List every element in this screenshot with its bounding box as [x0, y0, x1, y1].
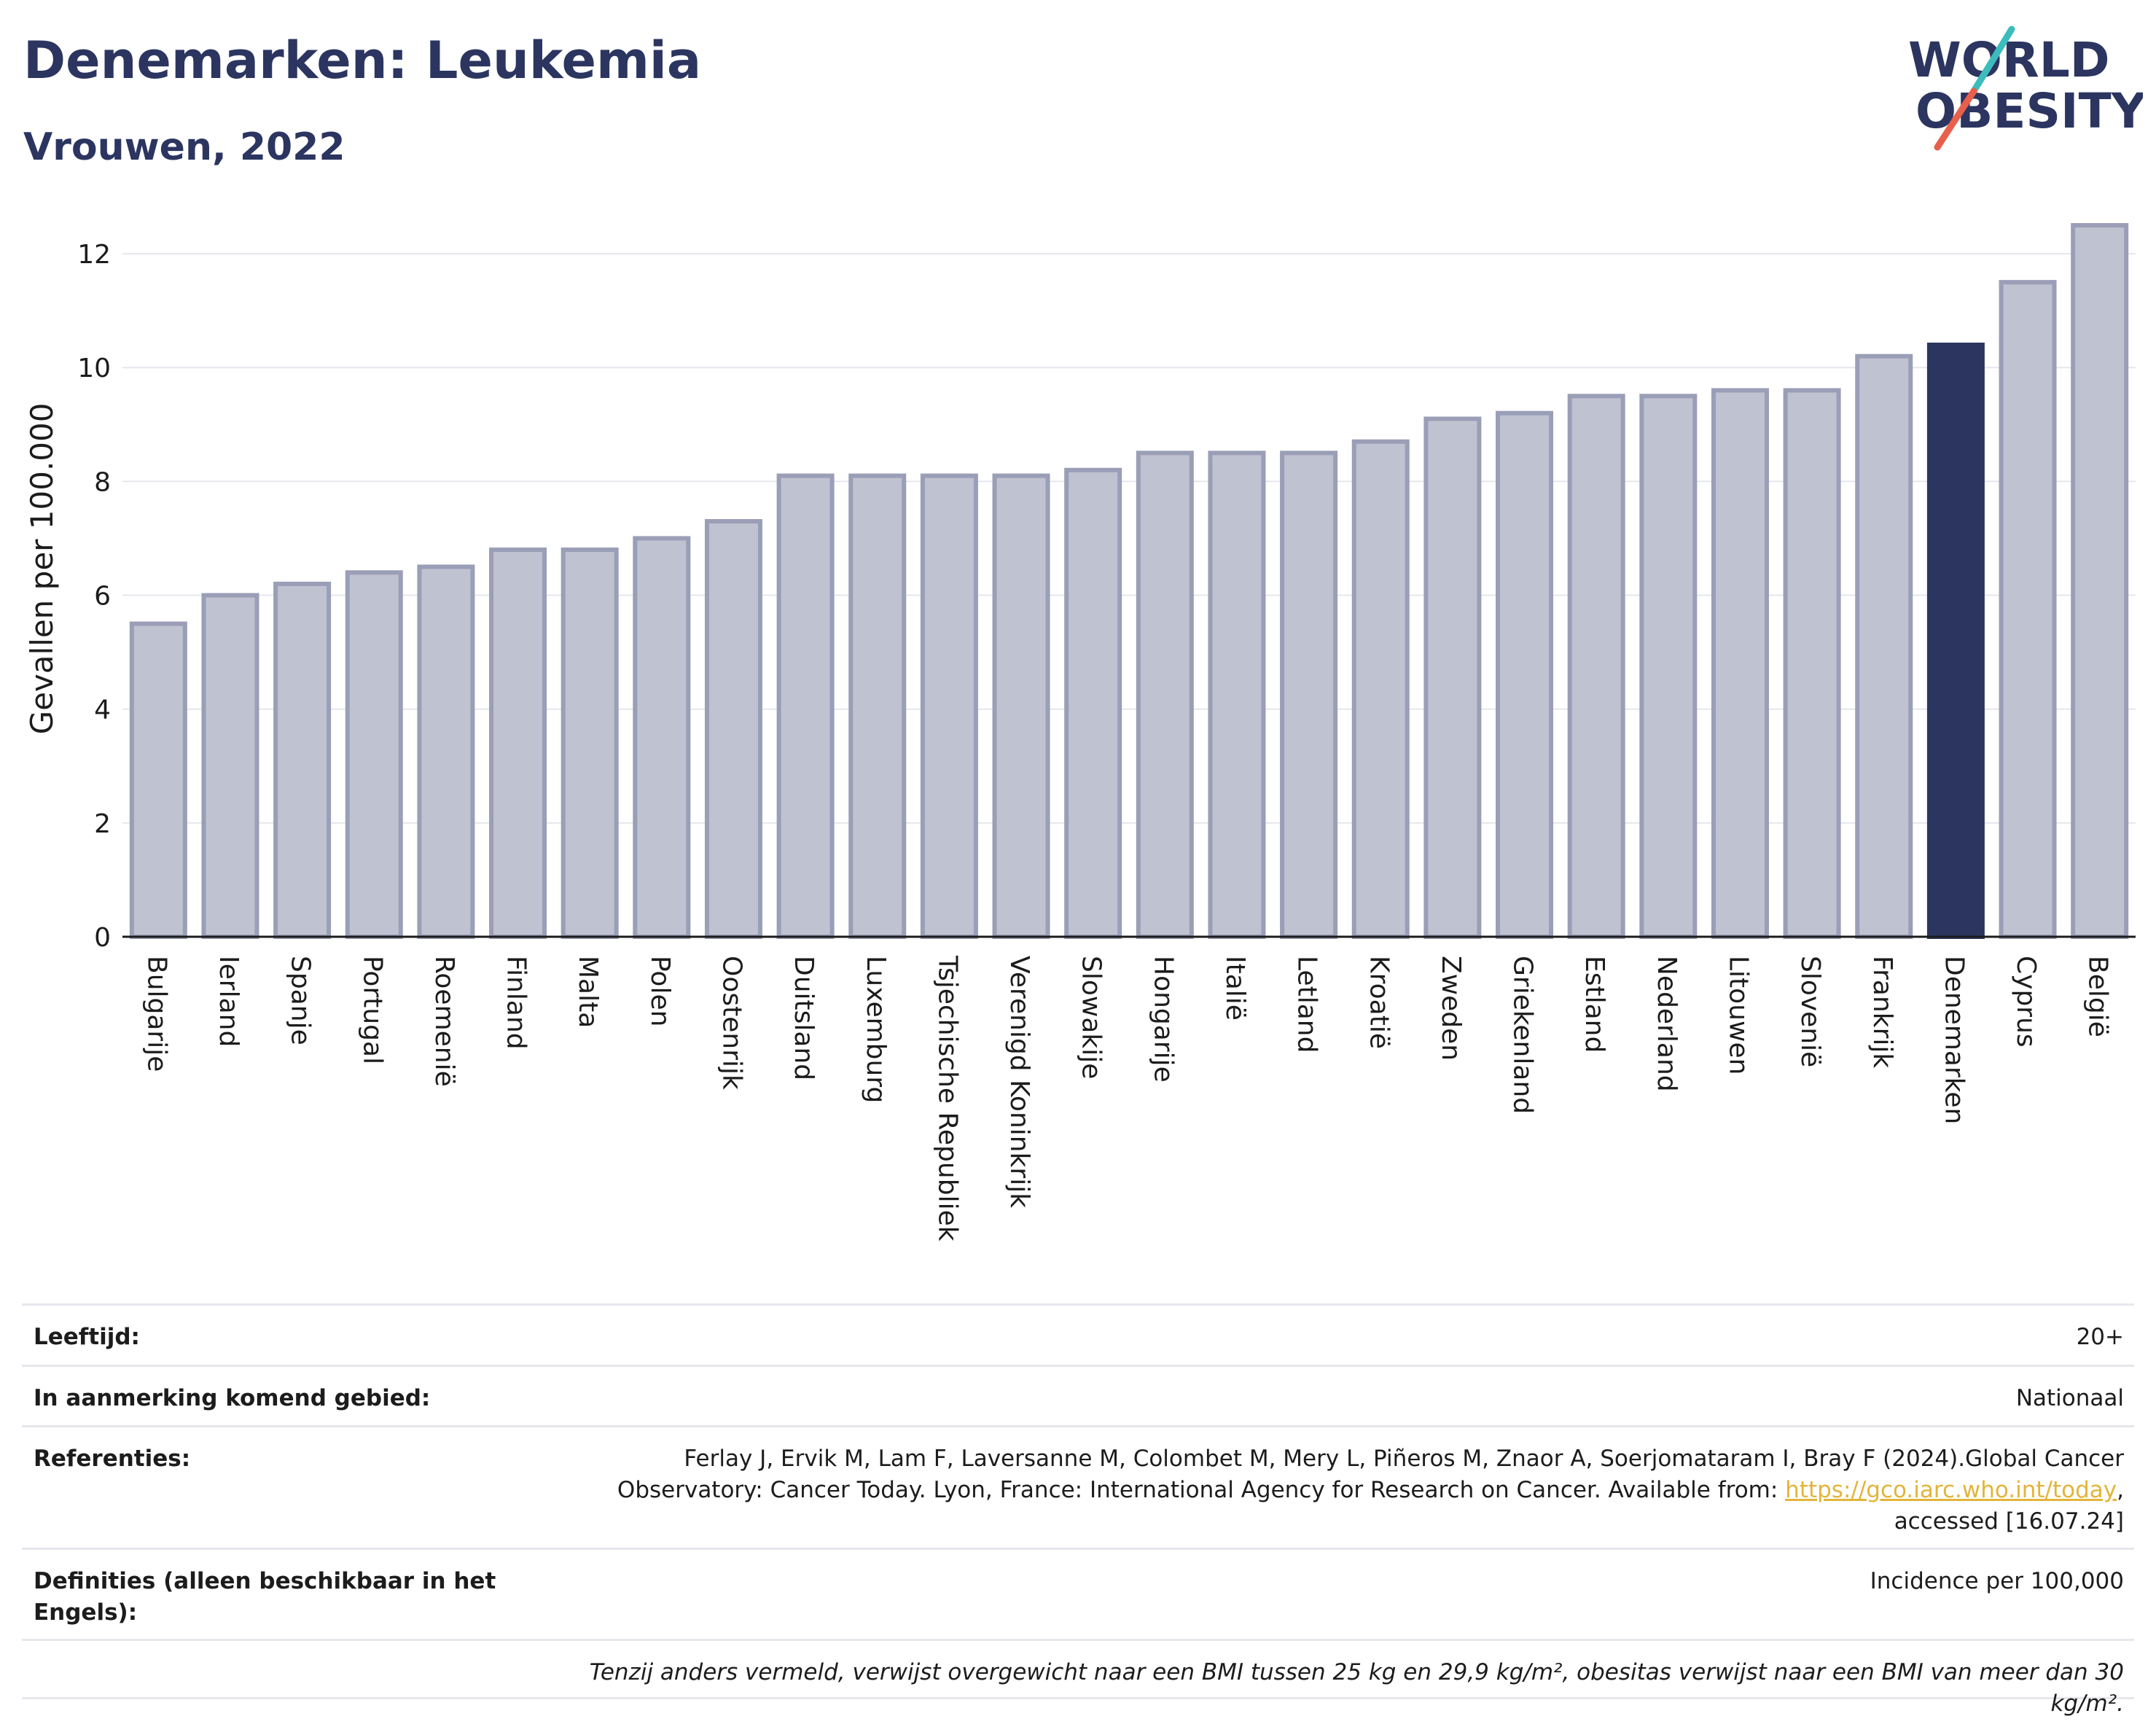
bar-polen — [633, 536, 691, 939]
references-accessed: , accessed [16.07.24] — [1894, 1477, 2124, 1535]
info-table: Leeftijd: 20+ In aanmerking komend gebie… — [22, 1303, 2134, 1717]
x-tick-label: Finland — [501, 956, 531, 1050]
info-row-definitions: Definities (alleen beschikbaar in het En… — [22, 1548, 2134, 1639]
logo-line2: OBESITY — [1915, 83, 2143, 139]
y-tick-label: 2 — [94, 809, 111, 839]
world-obesity-logo: WORLD OBESITY — [1908, 26, 2143, 151]
bar-letland — [1280, 451, 1338, 939]
x-tick-label: Roemenië — [429, 956, 459, 1087]
y-tick-label: 4 — [94, 695, 111, 725]
bar-chart: 0 2 4 6 8 10 12 Bulgarije Ierland Spanje Portugal… — [24, 223, 2136, 1241]
bar-griekenland — [1496, 410, 1554, 939]
bar-duitsland — [776, 473, 835, 939]
bar-litouwen — [1711, 388, 1769, 939]
bar-zweden — [1423, 416, 1482, 939]
definitions-label: Definities (alleen beschikbaar in het En… — [34, 1568, 496, 1626]
references-text: Ferlay J, Ervik M, Lam F, Laversanne M, … — [617, 1446, 2124, 1503]
y-tick-label: 8 — [94, 467, 111, 497]
references-label: Referenties: — [34, 1446, 191, 1472]
info-row-note: Tenzij anders vermeld, verwijst overgewi… — [22, 1639, 2134, 1717]
bar-tsjechische-republiek — [920, 473, 978, 939]
y-tick-label: 10 — [77, 354, 111, 383]
bar-italië — [1208, 451, 1266, 939]
x-tick-label: Italië — [1220, 956, 1250, 1021]
bar-frankrijk — [1855, 354, 1913, 940]
info-row-references: Referenties: Ferlay J, Ervik M, Lam F, L… — [22, 1425, 2134, 1548]
x-tick-label: Malta — [573, 956, 603, 1028]
bar-slovenië — [1783, 388, 1841, 939]
bar-hongarije — [1136, 451, 1194, 939]
footnote: Tenzij anders vermeld, verwijst overgewi… — [589, 1659, 2124, 1717]
x-tick-label: Frankrijk — [1867, 956, 1897, 1068]
bar-nederland — [1639, 394, 1698, 939]
x-tick-label: Oostenrijk — [716, 956, 746, 1090]
page-subtitle: Vrouwen, 2022 — [23, 125, 345, 169]
y-tick-label: 6 — [94, 582, 111, 612]
x-tick-label: Zweden — [1436, 956, 1466, 1061]
bar-kroatië — [1351, 439, 1410, 939]
references-value: Ferlay J, Ervik M, Lam F, Laversanne M, … — [535, 1443, 2124, 1537]
x-tick-label: Slowakije — [1077, 956, 1106, 1079]
bar-spanje — [273, 581, 332, 940]
logo-line1: WORLD — [1908, 32, 2110, 88]
x-tick-label: Slovenië — [1795, 956, 1825, 1067]
x-tick-label: Spanje — [286, 956, 316, 1045]
bar-oostenrijk — [704, 519, 762, 939]
age-value: 20+ — [2076, 1324, 2124, 1350]
x-tick-label: Nederland — [1652, 956, 1682, 1092]
area-label: In aanmerking komend gebied: — [34, 1385, 431, 1411]
x-tick-label: Cyprus — [2011, 956, 2041, 1048]
bar-portugal — [345, 570, 403, 939]
info-row-area: In aanmerking komend gebied: Nationaal — [22, 1365, 2134, 1425]
bar-roemenië — [417, 564, 475, 939]
x-tick-label: Duitsland — [789, 956, 819, 1080]
y-axis-title: Gevallen per 100.000 — [24, 403, 60, 735]
y-tick-label: 0 — [94, 923, 111, 953]
bar-bulgarije — [129, 621, 187, 939]
bar-estland — [1567, 394, 1625, 939]
x-tick-label: Denemarken — [1939, 956, 1969, 1124]
x-tick-label: Portugal — [357, 956, 387, 1064]
logo-slash-teal — [1970, 26, 2015, 95]
x-tick-label: België — [2083, 956, 2113, 1037]
area-value: Nationaal — [2015, 1385, 2124, 1411]
references-link[interactable]: https://gco.iarc.who.int/today — [1785, 1477, 2117, 1503]
x-tick-label: Tsjechische Republiek — [932, 955, 962, 1241]
x-tick-label: Kroatië — [1364, 956, 1394, 1049]
x-tick-label: Griekenland — [1508, 956, 1538, 1114]
x-tick-label: Verenigd Koninkrijk — [1004, 956, 1034, 1208]
bar-finland — [489, 547, 547, 939]
y-tick-label: 12 — [77, 240, 111, 270]
x-tick-label: Litouwen — [1723, 956, 1753, 1075]
bar-luxemburg — [848, 473, 907, 939]
x-tick-label: Letland — [1292, 956, 1322, 1053]
x-tick-label: Estland — [1579, 956, 1609, 1053]
x-axis-labels: Bulgarije Ierland Spanje Portugal Roemenië Fi… — [141, 955, 2112, 1241]
x-tick-label: Bulgarije — [141, 956, 171, 1072]
x-tick-label: Polen — [645, 956, 675, 1026]
bar-slowakije — [1064, 467, 1122, 939]
definitions-value: Incidence per 100,000 — [1870, 1568, 2124, 1594]
x-tick-label: Ierland — [214, 956, 243, 1047]
bar-ierland — [201, 593, 259, 939]
info-row-age: Leeftijd: 20+ — [22, 1303, 2134, 1365]
x-tick-label: Hongarije — [1148, 956, 1178, 1083]
y-axis-ticks: 0 2 4 6 8 10 12 — [77, 240, 111, 953]
bar-cyprus — [1999, 280, 2057, 940]
bar-verenigd-koninkrijk — [992, 473, 1050, 939]
bars — [129, 223, 2129, 940]
age-label: Leeftijd: — [34, 1324, 140, 1350]
bar-malta — [561, 547, 619, 939]
bar-belgië — [2071, 223, 2129, 939]
page-title: Denemarken: Leukemia — [23, 31, 702, 90]
x-tick-label: Luxemburg — [861, 956, 891, 1103]
logo-slash-red — [1934, 87, 1977, 151]
bar-denemarken — [1926, 343, 1985, 939]
